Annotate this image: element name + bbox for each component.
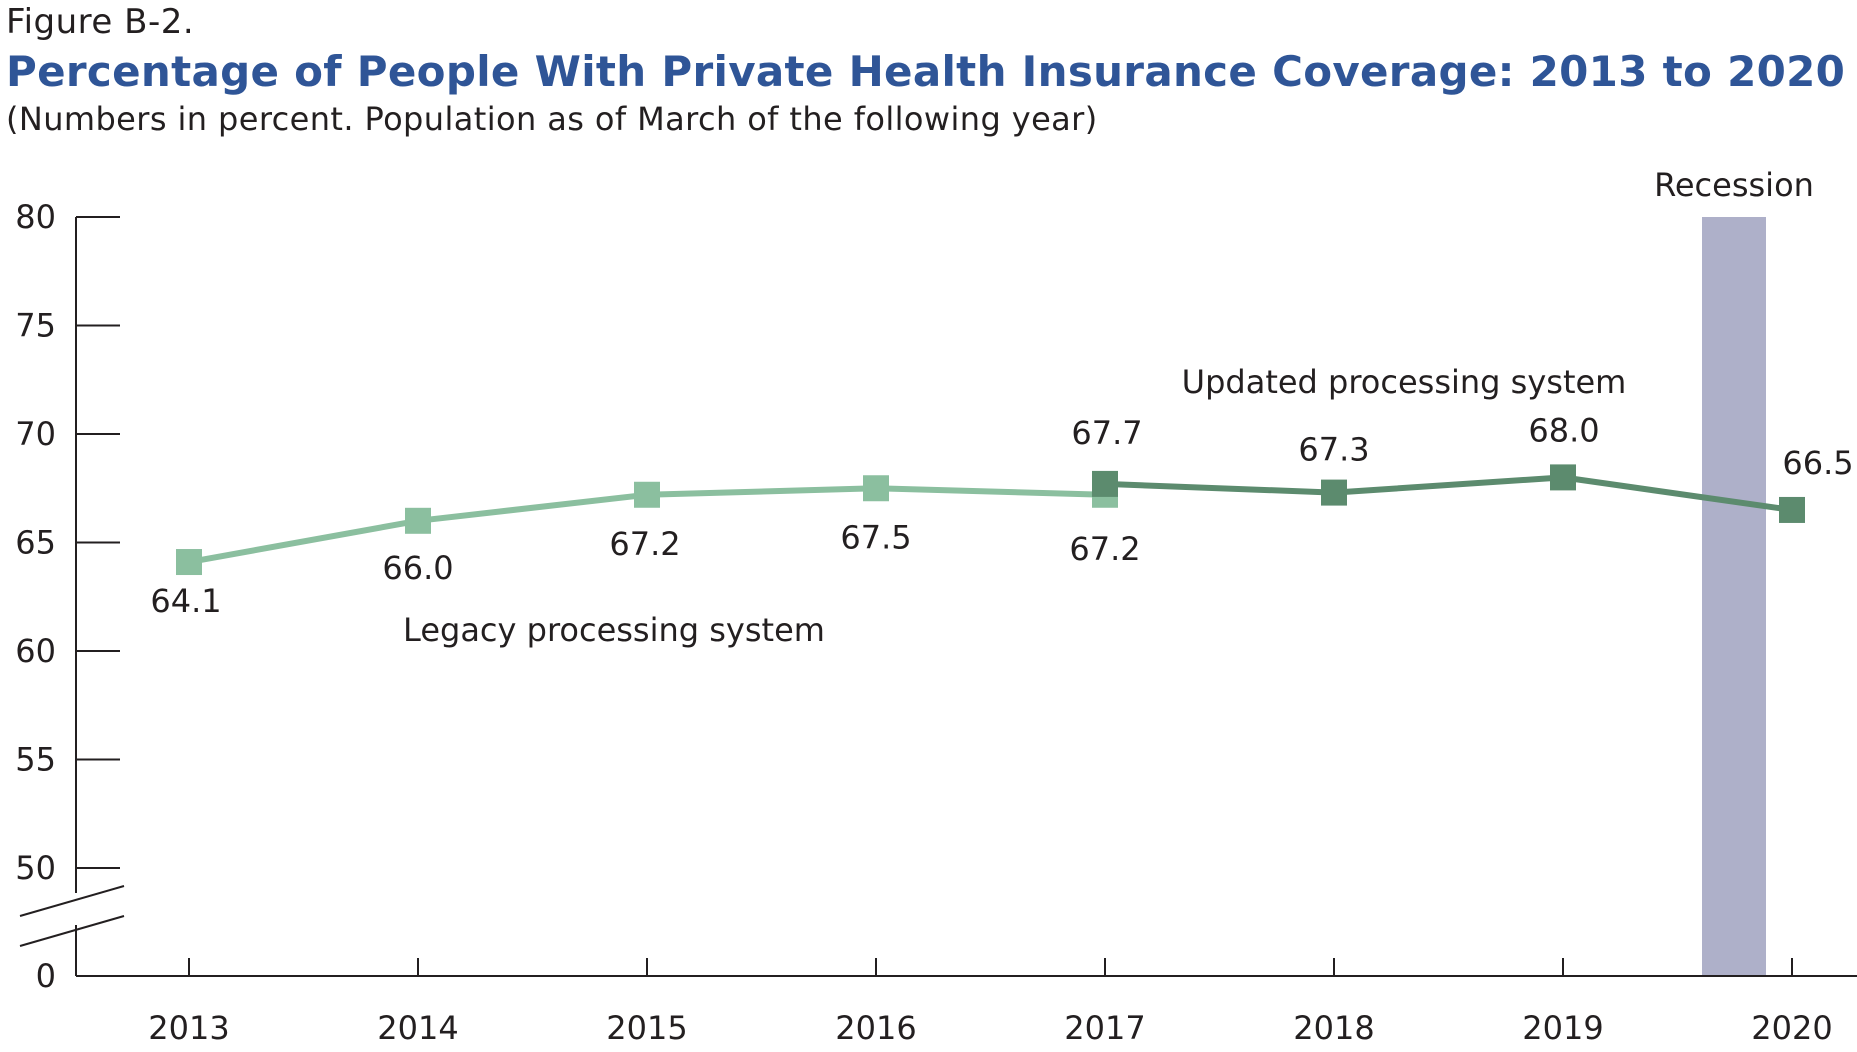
y-tick-label: 60 xyxy=(15,632,56,670)
y-tick-label: 55 xyxy=(15,741,56,779)
axis-break-mark-upper xyxy=(19,885,125,917)
data-label: 66.5 xyxy=(1782,444,1853,482)
data-label: 67.2 xyxy=(609,525,680,563)
data-point xyxy=(176,549,202,576)
y-tick-label: 0 xyxy=(36,957,56,995)
data-label: 67.3 xyxy=(1298,431,1369,469)
data-point xyxy=(1779,496,1805,523)
data-point xyxy=(634,481,660,508)
x-tick-label: 2014 xyxy=(377,1009,458,1047)
y-tick-label: 80 xyxy=(15,198,56,236)
x-tick-label: 2013 xyxy=(148,1009,229,1047)
series-label-updated: Updated processing system xyxy=(1182,363,1627,401)
data-point xyxy=(1550,464,1576,491)
x-tick-label: 2017 xyxy=(1064,1009,1145,1047)
y-tick-label: 70 xyxy=(15,415,56,453)
y-tick-label: 75 xyxy=(15,307,56,345)
data-label: 67.7 xyxy=(1071,414,1142,452)
data-label: 68.0 xyxy=(1528,411,1599,449)
y-tick-label: 65 xyxy=(15,524,56,562)
data-point xyxy=(863,475,889,502)
axis-break-mark-lower xyxy=(19,915,125,947)
y-tick-label: 50 xyxy=(15,849,56,887)
data-label: 66.0 xyxy=(382,549,453,587)
chart-subtitle: (Numbers in percent. Population as of Ma… xyxy=(6,100,1098,138)
data-point xyxy=(405,507,431,534)
x-tick-label: 2020 xyxy=(1751,1009,1832,1047)
series-label-legacy: Legacy processing system xyxy=(403,611,825,649)
data-label: 67.2 xyxy=(1069,530,1140,568)
x-tick-label: 2018 xyxy=(1293,1009,1374,1047)
figure-label: Figure B-2. xyxy=(6,2,195,42)
chart-title: Percentage of People With Private Health… xyxy=(6,47,1846,96)
data-label: 64.1 xyxy=(150,582,221,620)
x-tick-label: 2019 xyxy=(1522,1009,1603,1047)
recession-band xyxy=(1702,217,1766,976)
series-line-updated xyxy=(1104,474,1793,513)
data-point xyxy=(1321,479,1347,506)
data-point xyxy=(1092,470,1118,497)
data-label: 67.5 xyxy=(840,518,911,556)
x-tick-label: 2016 xyxy=(835,1009,916,1047)
x-tick-label: 2015 xyxy=(606,1009,687,1047)
recession-label: Recession xyxy=(1654,166,1814,204)
